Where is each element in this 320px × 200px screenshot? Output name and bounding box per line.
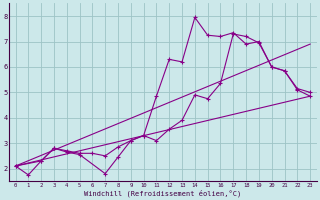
X-axis label: Windchill (Refroidissement éolien,°C): Windchill (Refroidissement éolien,°C) — [84, 189, 242, 197]
